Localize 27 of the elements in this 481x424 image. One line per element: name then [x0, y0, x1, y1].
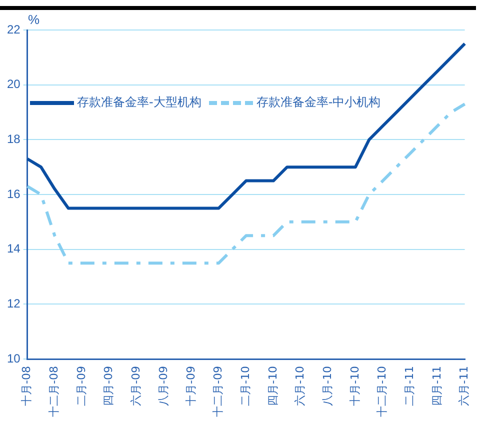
x-tick-label: 十月-10	[348, 366, 362, 406]
x-tick-label: 四月-09	[102, 366, 116, 406]
x-tick-label: 十月-08	[20, 366, 34, 406]
legend-label: 存款准备金率-中小机构	[256, 94, 381, 111]
y-tick-label: 22	[6, 22, 21, 36]
x-tick-label: 二月-09	[74, 366, 88, 406]
x-tick-label: 十二月-10	[376, 366, 389, 417]
x-tick-label: 十二月-09	[212, 366, 225, 417]
y-tick-label: 14	[6, 242, 21, 256]
y-tick-label: 16	[6, 186, 21, 201]
y-tick-label: 20	[6, 77, 21, 92]
y-tick-label: 10	[6, 351, 21, 366]
x-tick-label: 十月-09	[184, 366, 198, 406]
y-axis-title: %	[28, 12, 40, 27]
legend-label: 存款准备金率-大型机构	[77, 94, 202, 111]
x-tick-label: 六月-09	[130, 366, 143, 406]
x-tick-label: 六月-11	[458, 366, 471, 406]
x-tick-label: 六月-10	[294, 366, 307, 406]
x-tick-label: 十二月-08	[48, 366, 61, 417]
y-tick-label: 12	[6, 296, 21, 311]
x-tick-label: 八月-09	[156, 366, 170, 406]
x-tick-label: 四月-11	[430, 366, 444, 406]
x-tick-label: 二月-10	[238, 366, 252, 406]
x-tick-label: 二月-11	[402, 366, 416, 406]
y-tick-label: 18	[6, 132, 21, 146]
x-tick-label: 八月-10	[320, 366, 334, 406]
x-tick-label: 四月-10	[266, 366, 280, 406]
